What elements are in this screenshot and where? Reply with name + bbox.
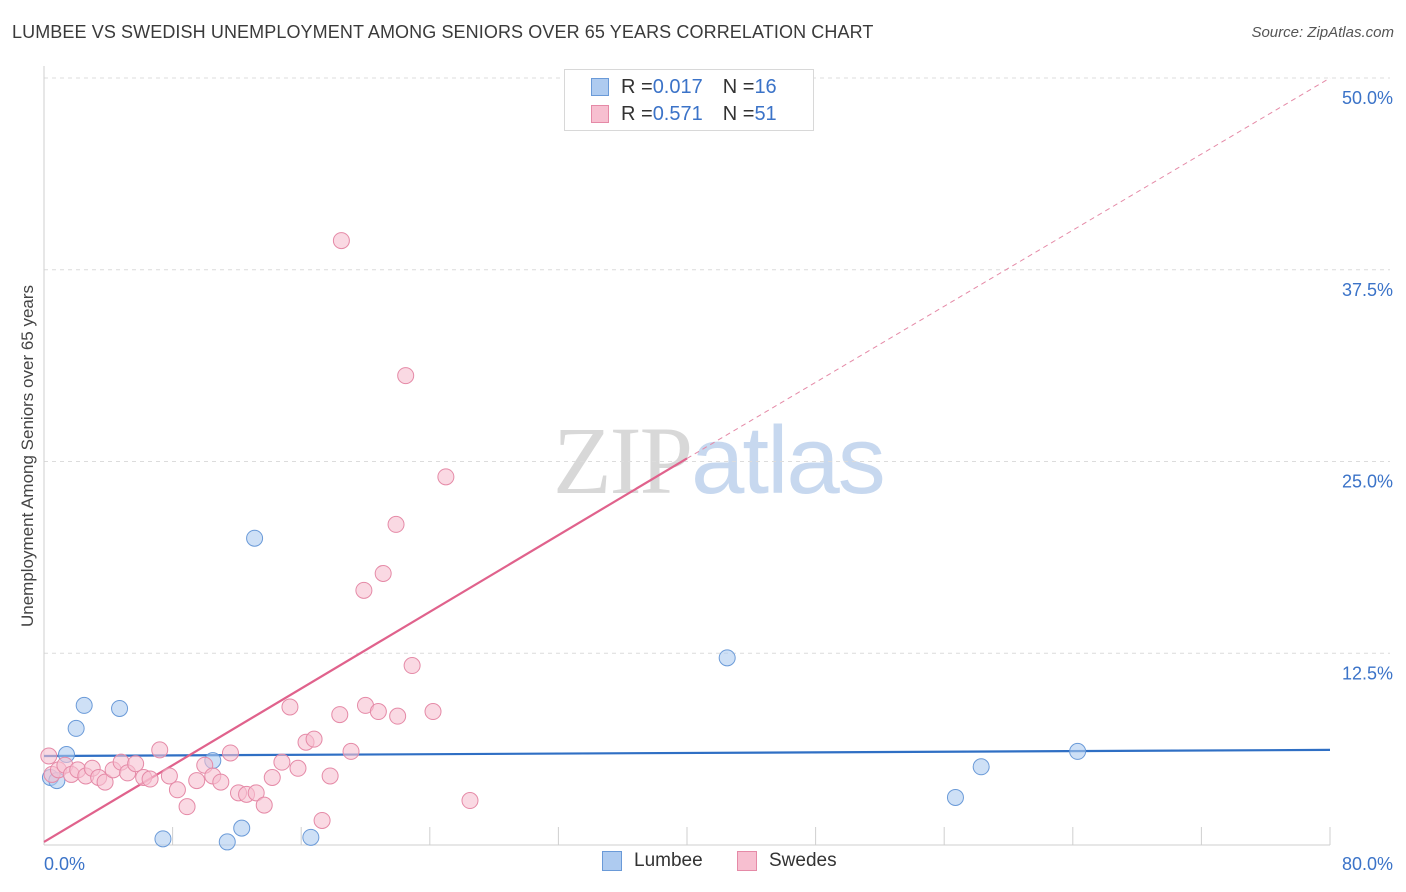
- legend-row-swedes: R = 0.571 N = 51: [565, 101, 777, 127]
- swedes-point-38: [342, 742, 360, 760]
- swedes-point-9: [96, 773, 114, 791]
- swedes-r-label: R =: [621, 102, 653, 125]
- swedes-point-19: [178, 798, 196, 816]
- lumbee-swatch: [591, 78, 609, 96]
- swedes-n-label: N =: [722, 102, 755, 125]
- swedes-point-43: [424, 703, 442, 721]
- swedes-trend-extension: [686, 77, 1331, 459]
- swedes-point-34: [305, 730, 323, 748]
- source-label: Source: ZipAtlas.com: [1251, 24, 1394, 41]
- legend-swedes-label: Swedes: [769, 850, 837, 871]
- y-tick-label-0: 12.5%: [1342, 663, 1393, 683]
- lumbee-point-10: [246, 529, 264, 547]
- legend-row-lumbee: R = 0.017 N = 16: [565, 74, 777, 100]
- swedes-point-16: [151, 741, 169, 759]
- swedes-point-46: [332, 232, 350, 250]
- swedes-point-45: [461, 792, 479, 810]
- swedes-r-value: 0.571: [652, 102, 703, 125]
- chart-title: LUMBEE VS SWEDISH UNEMPLOYMENT AMONG SEN…: [12, 22, 874, 42]
- swedes-point-37: [331, 706, 349, 724]
- correlation-legend: R = 0.017 N = 16 R = 0.571 N = 51: [564, 69, 814, 131]
- watermark-atlas: atlas: [691, 407, 886, 514]
- swedes-point-13: [127, 755, 145, 773]
- lumbee-n-value: 16: [754, 75, 777, 98]
- swedes-point-31: [281, 698, 299, 716]
- trend-lines: [43, 77, 1331, 843]
- swedes-point-15: [141, 770, 159, 788]
- lumbee-point-11: [302, 828, 320, 846]
- swedes-n-value: 51: [754, 102, 777, 125]
- legend-swedes-swatch: [737, 851, 757, 871]
- x-tick-label-min: 0.0%: [44, 854, 85, 874]
- lumbee-n-label: N =: [722, 75, 755, 98]
- y-tick-label-2: 37.5%: [1342, 280, 1393, 300]
- x-tick-label-max: 80.0%: [1342, 854, 1393, 874]
- lumbee-point-13: [946, 788, 964, 806]
- lumbee-point-5: [111, 699, 129, 717]
- swedes-point-32: [289, 759, 307, 777]
- y-tick-label-1: 25.0%: [1342, 472, 1393, 492]
- swedes-point-35: [313, 811, 331, 829]
- lumbee-point-3: [67, 719, 85, 737]
- y-axis-label: Unemployment Among Seniors over 65 years: [18, 284, 37, 628]
- lumbee-point-6: [154, 830, 172, 848]
- swedes-point-23: [212, 773, 230, 791]
- legend-lumbee-label: Lumbee: [634, 850, 703, 871]
- gridlines: [44, 77, 1390, 654]
- swedes-point-36: [321, 767, 339, 785]
- series-legend: Lumbee Swedes: [0, 850, 1406, 880]
- swedes-point-42: [403, 657, 421, 675]
- lumbee-r-label: R =: [621, 75, 653, 98]
- swedes-point-41: [389, 707, 407, 725]
- swedes-point-27: [247, 784, 265, 802]
- lumbee-point-15: [1069, 742, 1087, 760]
- swedes-swatch: [591, 105, 609, 123]
- swedes-point-30: [273, 753, 291, 771]
- lumbee-point-8: [218, 833, 236, 851]
- swedes-point-29: [263, 769, 281, 787]
- swedes-point-40: [369, 703, 387, 721]
- swedes-point-44: [437, 468, 455, 486]
- swedes-point-17: [160, 767, 178, 785]
- lumbee-point-4: [75, 696, 93, 714]
- legend-item-swedes: Swedes: [737, 850, 837, 872]
- lumbee-trend-line: [43, 748, 1331, 758]
- swedes-point-0: [40, 747, 58, 765]
- legend-lumbee-swatch: [602, 851, 622, 871]
- lumbee-point-9: [233, 819, 251, 837]
- legend-item-lumbee: Lumbee: [602, 850, 703, 872]
- swedes-point-49: [374, 564, 392, 582]
- swedes-point-18: [168, 781, 186, 799]
- tick-labels: 12.5% 25.0% 37.5% 50.0% 0.0% 80.0%: [44, 88, 1393, 874]
- swedes-point-47: [397, 367, 415, 385]
- swedes-point-20: [188, 772, 206, 790]
- data-points: [40, 232, 1087, 851]
- swedes-point-48: [387, 515, 405, 533]
- swedes-point-28: [255, 796, 273, 814]
- lumbee-point-12: [718, 649, 736, 667]
- y-tick-label-3: 50.0%: [1342, 88, 1393, 108]
- lumbee-r-value: 0.017: [652, 75, 703, 98]
- lumbee-point-14: [972, 758, 990, 776]
- swedes-point-50: [355, 581, 373, 599]
- swedes-point-24: [221, 744, 239, 762]
- axes: [43, 66, 1331, 846]
